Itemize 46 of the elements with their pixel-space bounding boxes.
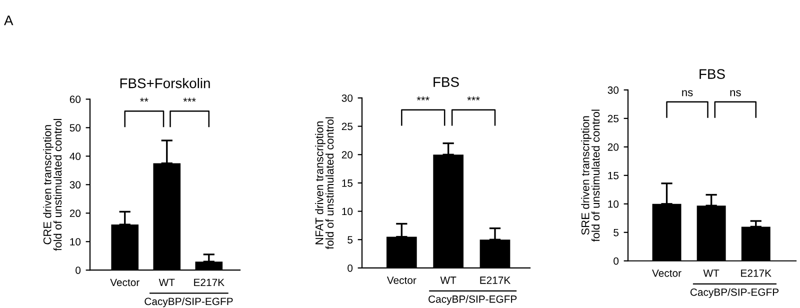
y-tick-label: 60	[70, 96, 81, 104]
y-tick-label: 5	[614, 228, 619, 236]
x-tick-label: E217K	[194, 278, 224, 286]
annotation: ns	[730, 90, 741, 96]
y-tick-label: 5	[348, 236, 353, 244]
annotation: ***	[416, 96, 430, 100]
y-tick-label: 50	[70, 124, 81, 132]
x-tick-label: E217K	[480, 276, 511, 284]
x-tick-label: Vector	[652, 270, 682, 277]
y-tick-label: 30	[608, 86, 619, 94]
x-tick-label: E217K	[741, 269, 772, 277]
y-tick-label: 10	[70, 238, 81, 246]
y-tick-label: 30	[342, 94, 353, 102]
x-tick-label: Vector	[386, 276, 416, 284]
y-tick-label: 15	[608, 172, 619, 180]
y-axis-title: CRE driven transcription fold of unstimulated control	[43, 118, 62, 251]
y-tick-label: 10	[608, 200, 619, 208]
x-tick-label: WT	[158, 278, 175, 286]
text: A	[4, 16, 14, 26]
y-tick-label: 25	[608, 114, 619, 122]
annotation: ***	[183, 98, 196, 102]
y-axis-title: SRE driven transcription fold of unstimulated control	[581, 110, 600, 242]
y-tick-label: 0	[76, 266, 81, 274]
y-tick-label: 0	[348, 264, 353, 272]
text: CacyBP/SIP-EGFP	[690, 288, 779, 298]
text: CacyBP/SIP-EGFP	[428, 295, 517, 305]
y-tick-label: 25	[342, 122, 353, 130]
annotation: ***	[467, 96, 480, 100]
annotation: **	[140, 98, 148, 102]
y-tick-label: 20	[70, 210, 81, 218]
y-tick-label: 30	[70, 181, 81, 189]
y-tick-label: 20	[342, 151, 353, 158]
y-tick-label: 0	[614, 257, 619, 265]
y-axis-title: NFAT driven transcription fold of unstimulated control	[315, 117, 334, 250]
y-tick-label: 15	[342, 180, 353, 187]
x-tick-label: WT	[440, 276, 456, 284]
annotation: ns	[682, 90, 693, 96]
chart-title: FBS+Forskolin	[120, 78, 210, 88]
chart-title: FBS	[434, 77, 459, 87]
y-tick-label: 10	[342, 208, 353, 216]
chart-title: FBS	[700, 69, 725, 79]
x-tick-label: WT	[703, 270, 720, 277]
y-tick-label: 20	[608, 143, 619, 151]
x-tick-label: Vector	[110, 278, 140, 286]
y-tick-label: 40	[70, 152, 81, 160]
text: CacyBP/SIP-EGFP	[144, 297, 233, 308]
